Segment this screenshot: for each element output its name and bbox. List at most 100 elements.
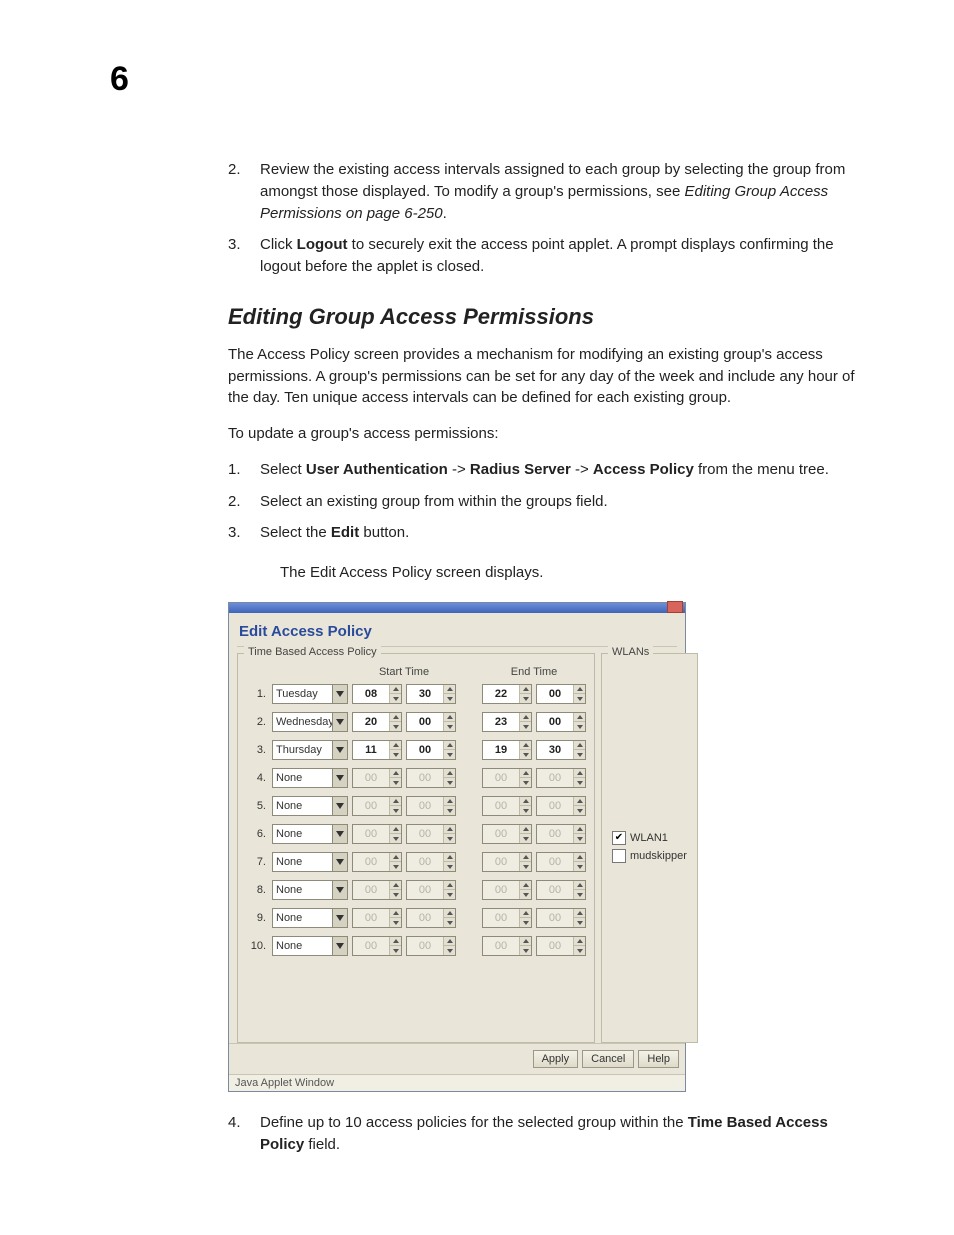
spinner-up-icon[interactable] xyxy=(390,713,401,723)
chevron-down-icon[interactable] xyxy=(332,825,347,843)
end-hour-value: 00 xyxy=(483,825,519,843)
day-select[interactable]: None xyxy=(272,852,348,872)
start-min-spinner[interactable]: 00 xyxy=(406,740,456,760)
spinner-buttons[interactable] xyxy=(443,741,455,759)
spinner-up-icon xyxy=(444,881,455,891)
end-hour-spinner[interactable]: 23 xyxy=(482,712,532,732)
day-select[interactable]: Thursday xyxy=(272,740,348,760)
start-hour-value: 00 xyxy=(353,797,389,815)
chevron-down-icon[interactable] xyxy=(332,937,347,955)
day-select[interactable]: Wednesday xyxy=(272,712,348,732)
spinner-up-icon[interactable] xyxy=(520,741,531,751)
spinner-down-icon[interactable] xyxy=(390,750,401,759)
chevron-down-icon[interactable] xyxy=(332,741,347,759)
end-min-spinner[interactable]: 30 xyxy=(536,740,586,760)
spinner-up-icon[interactable] xyxy=(444,713,455,723)
wlans-panel: WLANs WLAN1mudskipper xyxy=(601,653,698,1043)
time-panel-legend: Time Based Access Policy xyxy=(244,646,381,658)
spinner-up-icon[interactable] xyxy=(520,713,531,723)
wlan-item[interactable]: mudskipper xyxy=(612,849,687,863)
start-hour-value: 11 xyxy=(353,741,389,759)
spinner-down-icon xyxy=(390,918,401,927)
start-hour-spinner[interactable]: 20 xyxy=(352,712,402,732)
end-min-spinner[interactable]: 00 xyxy=(536,712,586,732)
start-hour-spinner[interactable]: 08 xyxy=(352,684,402,704)
day-select[interactable]: None xyxy=(272,936,348,956)
spinner-up-icon[interactable] xyxy=(520,685,531,695)
spinner-down-icon[interactable] xyxy=(520,694,531,703)
end-min-spinner[interactable]: 00 xyxy=(536,684,586,704)
day-select[interactable]: None xyxy=(272,824,348,844)
chevron-down-icon[interactable] xyxy=(332,909,347,927)
chevron-down-icon[interactable] xyxy=(332,685,347,703)
start-hour-spinner[interactable]: 11 xyxy=(352,740,402,760)
spinner-buttons[interactable] xyxy=(573,713,585,731)
spinner-buttons[interactable] xyxy=(573,685,585,703)
day-select[interactable]: None xyxy=(272,908,348,928)
spinner-down-icon[interactable] xyxy=(520,750,531,759)
spinner-buttons[interactable] xyxy=(389,685,401,703)
spinner-up-icon[interactable] xyxy=(574,741,585,751)
day-select[interactable]: None xyxy=(272,796,348,816)
day-select[interactable]: Tuesday xyxy=(272,684,348,704)
chevron-down-icon[interactable] xyxy=(332,881,347,899)
end-min-spinner: 00 xyxy=(536,824,586,844)
spinner-buttons[interactable] xyxy=(573,741,585,759)
spinner-buttons[interactable] xyxy=(443,713,455,731)
spinner-down-icon xyxy=(444,946,455,955)
chevron-down-icon[interactable] xyxy=(332,853,347,871)
chevron-down-icon[interactable] xyxy=(332,797,347,815)
day-select[interactable]: None xyxy=(272,768,348,788)
spinner-down-icon[interactable] xyxy=(444,722,455,731)
start-min-spinner[interactable]: 00 xyxy=(406,712,456,732)
spinner-up-icon[interactable] xyxy=(444,685,455,695)
end-hour-value: 22 xyxy=(483,685,519,703)
spinner-down-icon[interactable] xyxy=(444,694,455,703)
row-number: 6. xyxy=(246,828,268,840)
close-icon[interactable] xyxy=(667,601,683,613)
spinner-buttons[interactable] xyxy=(389,741,401,759)
spinner-down-icon[interactable] xyxy=(390,694,401,703)
spinner-up-icon xyxy=(444,769,455,779)
end-hour-spinner[interactable]: 19 xyxy=(482,740,532,760)
spinner-down-icon[interactable] xyxy=(390,722,401,731)
spinner-buttons[interactable] xyxy=(443,685,455,703)
checkbox-icon[interactable] xyxy=(612,831,626,845)
start-min-spinner[interactable]: 30 xyxy=(406,684,456,704)
chevron-down-icon[interactable] xyxy=(332,769,347,787)
spinner-up-icon[interactable] xyxy=(574,713,585,723)
spinner-down-icon xyxy=(574,806,585,815)
help-button[interactable]: Help xyxy=(638,1050,679,1068)
spinner-down-icon[interactable] xyxy=(574,722,585,731)
spinner-up-icon xyxy=(574,825,585,835)
chevron-down-icon[interactable] xyxy=(332,713,347,731)
window-heading: Edit Access Policy xyxy=(237,619,677,647)
end-hour-spinner[interactable]: 22 xyxy=(482,684,532,704)
status-bar: Java Applet Window xyxy=(229,1074,685,1091)
spinner-buttons[interactable] xyxy=(519,741,531,759)
spinner-buttons xyxy=(519,825,531,843)
spinner-up-icon[interactable] xyxy=(574,685,585,695)
spinner-down-icon[interactable] xyxy=(444,750,455,759)
spinner-up-icon xyxy=(574,881,585,891)
spinner-down-icon[interactable] xyxy=(574,750,585,759)
spinner-up-icon[interactable] xyxy=(390,685,401,695)
spinner-up-icon[interactable] xyxy=(390,741,401,751)
end-hour-value: 00 xyxy=(483,909,519,927)
day-value: None xyxy=(273,828,332,840)
wlan-item[interactable]: WLAN1 xyxy=(612,831,687,845)
apply-button[interactable]: Apply xyxy=(533,1050,579,1068)
policy-row: 2. Wednesday 20 00 23 00 xyxy=(246,712,586,732)
checkbox-icon[interactable] xyxy=(612,849,626,863)
spinner-buttons[interactable] xyxy=(389,713,401,731)
spinner-down-icon xyxy=(520,946,531,955)
end-min-spinner: 00 xyxy=(536,908,586,928)
spinner-buttons[interactable] xyxy=(519,685,531,703)
spinner-buttons[interactable] xyxy=(519,713,531,731)
spinner-down-icon[interactable] xyxy=(574,694,585,703)
spinner-up-icon[interactable] xyxy=(444,741,455,751)
day-select[interactable]: None xyxy=(272,880,348,900)
cancel-button[interactable]: Cancel xyxy=(582,1050,634,1068)
policy-row: 4. None 00 00 00 00 xyxy=(246,768,586,788)
spinner-down-icon[interactable] xyxy=(520,722,531,731)
